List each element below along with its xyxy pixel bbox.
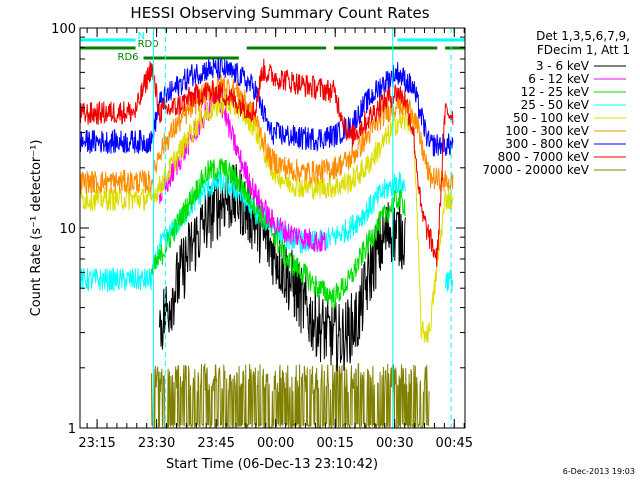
series-line-3-6-kev	[159, 163, 406, 372]
y-tick-label: 1	[68, 422, 76, 437]
series-group	[79, 57, 454, 430]
chart-title: HESSI Observing Summary Count Rates	[130, 4, 429, 22]
x-tick-label: 00:15	[316, 436, 353, 451]
legend-item-label: 12 - 25 keV	[521, 85, 590, 99]
legend: Det 1,3,5,6,7,9, FDecim 1, Att 1 3 - 6 k…	[482, 29, 630, 177]
legend-item-label: 100 - 300 keV	[505, 124, 589, 138]
x-tick-label: 00:45	[436, 436, 473, 451]
y-axis-label: Count Rate (s⁻¹ detector⁻¹)	[29, 140, 44, 317]
x-tick-label: 23:45	[197, 436, 234, 451]
x-tick-label: 23:30	[138, 436, 175, 451]
flag-label-n: N	[138, 31, 145, 42]
legend-item-label: 50 - 100 keV	[513, 111, 590, 125]
x-tick-label: 00:30	[376, 436, 413, 451]
legend-item-label: 7000 - 20000 keV	[482, 163, 589, 177]
legend-item-label: 6 - 12 keV	[528, 72, 590, 86]
x-tick-label: 23:15	[78, 436, 115, 451]
footer-date: 6-Dec-2013 19:03	[563, 467, 635, 476]
x-axis-ticks: 23:15 23:30 23:45 00:00 00:15 00:30 00:45	[78, 28, 473, 451]
y-tick-label: 10	[59, 222, 76, 237]
flag-label-rd6: RD6	[118, 52, 139, 63]
legend-item-label: 300 - 800 keV	[505, 137, 589, 151]
y-axis-ticks: 1 10 100	[51, 22, 465, 437]
series-line-25-50-kev	[79, 171, 454, 292]
legend-header-line2: FDecim 1, Att 1	[537, 43, 630, 57]
x-tick-label: 00:00	[257, 436, 294, 451]
legend-item-label: 25 - 50 keV	[521, 98, 590, 112]
x-axis-label: Start Time (06-Dec-13 23:10:42)	[166, 457, 378, 472]
legend-header-line1: Det 1,3,5,6,7,9,	[536, 29, 630, 43]
series-line-12-25-kev	[150, 158, 406, 309]
legend-item-label: 800 - 7000 keV	[498, 150, 590, 164]
flag-label-rd0: RD0	[138, 39, 159, 50]
vertical-markers	[152, 28, 452, 428]
y-tick-label: 100	[51, 22, 76, 37]
series-line-800-7000-kev	[79, 58, 454, 267]
series-line-300-800-kev	[79, 57, 454, 157]
series-line-7000-20000-kev	[150, 362, 430, 430]
legend-item-label: 3 - 6 keV	[536, 59, 590, 73]
